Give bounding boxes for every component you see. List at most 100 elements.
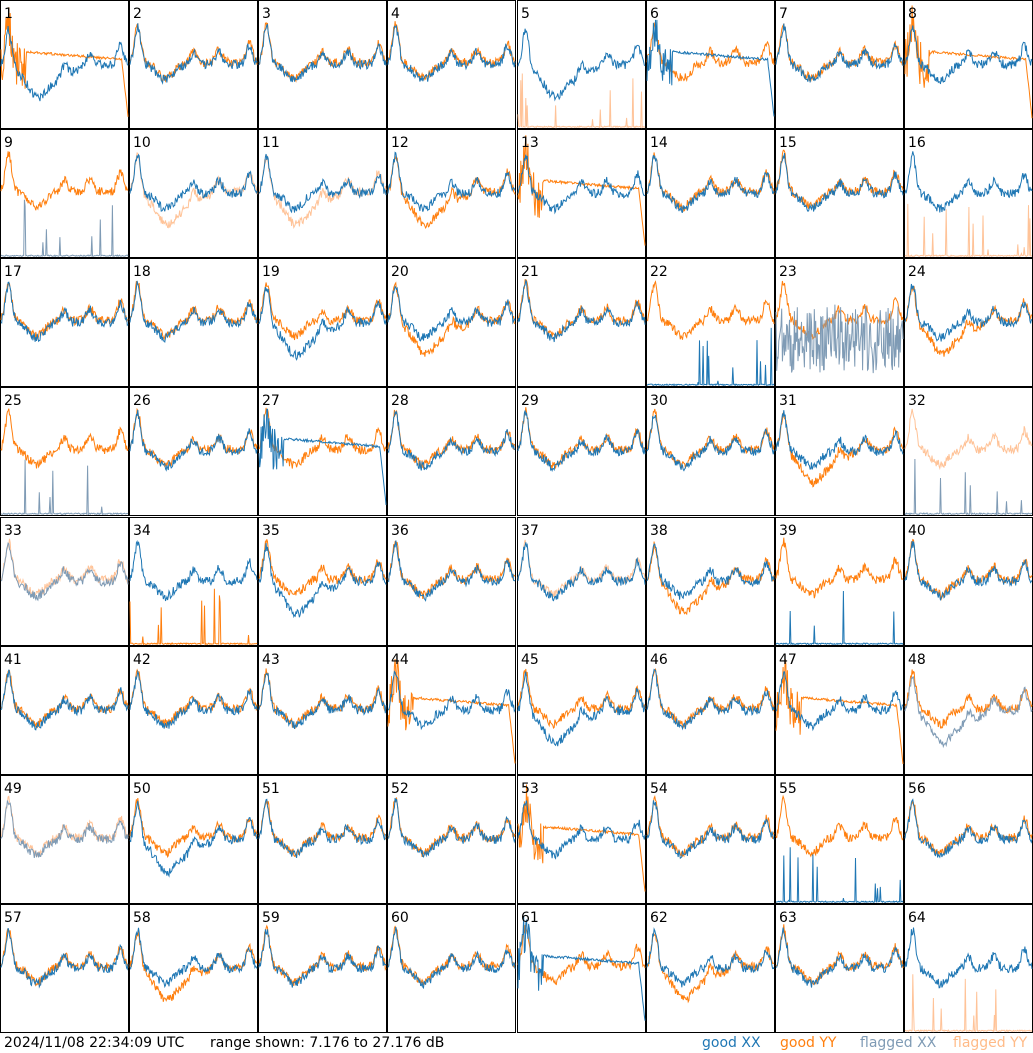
- panel-frame: [0, 129, 129, 258]
- panel-label: 1: [4, 6, 13, 22]
- series-xx: [258, 929, 387, 988]
- legend-good-yy: good YY: [780, 1035, 837, 1051]
- panel-frame: [258, 258, 387, 387]
- panel-56: 56: [904, 775, 1033, 904]
- panel-31: 31: [775, 387, 904, 516]
- panel-44: 44: [387, 646, 516, 775]
- series-xx: [517, 279, 646, 343]
- series-xx: [258, 408, 387, 505]
- series-xx: [387, 540, 516, 602]
- series-xx: [775, 23, 904, 83]
- series-xx: [775, 671, 904, 732]
- series-xx: [129, 669, 258, 729]
- panel-label: 8: [908, 6, 917, 22]
- panel-34: 34: [129, 517, 258, 646]
- panel-20: 20: [387, 258, 516, 387]
- series-xx: [646, 414, 775, 472]
- panel-53: 53: [517, 775, 646, 904]
- series-xx: [258, 153, 387, 214]
- panel-58: 58: [129, 904, 258, 1033]
- panel-52: 52: [387, 775, 516, 904]
- series-yy: [517, 135, 646, 246]
- panel-label: 61: [521, 910, 539, 926]
- panel-17: 17: [0, 258, 129, 387]
- series-yy: [0, 538, 129, 598]
- panel-label: 32: [908, 393, 926, 409]
- panel-label: 53: [521, 781, 539, 797]
- panel-label: 48: [908, 652, 926, 668]
- series-xx: [517, 154, 646, 215]
- panel-50: 50: [129, 775, 258, 904]
- panel-label: 22: [650, 264, 668, 280]
- series-xx: [0, 25, 129, 102]
- series-yy: [517, 784, 646, 892]
- panel-label: 29: [521, 393, 539, 409]
- panel-61: 61: [517, 904, 646, 1033]
- series-yy: [517, 668, 646, 729]
- panel-47: 47: [775, 646, 904, 775]
- panel-51: 51: [258, 775, 387, 904]
- panel-23: 23: [775, 258, 904, 387]
- legend-good-xx: good XX: [702, 1035, 761, 1051]
- panel-label: 44: [391, 652, 409, 668]
- panel-label: 57: [4, 910, 22, 926]
- panel-label: 15: [779, 135, 797, 151]
- series-xx: [904, 25, 1033, 85]
- panel-label: 16: [908, 135, 926, 151]
- panel-14: 14: [646, 129, 775, 258]
- panel-4: 4: [387, 0, 516, 129]
- series-xx: [646, 927, 775, 988]
- range-label: range shown: 7.176 to 27.176 dB: [210, 1035, 445, 1051]
- series-xx: [258, 798, 386, 859]
- series-yy: [904, 285, 1033, 357]
- panel-6: 6: [646, 0, 775, 129]
- series-xx: [775, 304, 904, 374]
- panel-label: 18: [133, 264, 151, 280]
- panel-18: 18: [129, 258, 258, 387]
- panel-64: 64: [904, 904, 1033, 1033]
- panel-label: 59: [262, 910, 280, 926]
- panel-label: 56: [908, 781, 926, 797]
- series-yy: [258, 407, 387, 469]
- series-xx: [129, 280, 258, 344]
- series-xx: [517, 671, 646, 747]
- panel-label: 25: [4, 393, 22, 409]
- panel-63: 63: [775, 904, 904, 1033]
- panel-frame: [904, 904, 1033, 1033]
- series-xx: [0, 459, 129, 516]
- panel-frame: [0, 904, 129, 1033]
- panel-5: 5: [517, 0, 646, 129]
- panel-25: 25: [0, 387, 129, 516]
- series-yy: [904, 5, 1033, 119]
- panel-27: 27: [258, 387, 387, 516]
- panel-label: 9: [4, 135, 13, 151]
- series-xx: [0, 927, 129, 989]
- series-yy: [517, 924, 646, 986]
- series-yy: [258, 282, 387, 341]
- panel-40: 40: [904, 517, 1033, 646]
- panel-label: 2: [133, 6, 142, 22]
- panel-38: 38: [646, 517, 775, 646]
- series-xx: [646, 327, 775, 387]
- series-xx: [775, 590, 904, 646]
- panel-22: 22: [646, 258, 775, 387]
- panel-label: 40: [908, 523, 926, 539]
- panel-label: 33: [4, 523, 22, 539]
- timestamp: 2024/11/08 22:34:09 UTC: [4, 1035, 185, 1051]
- panel-label: 52: [391, 781, 409, 797]
- series-xx: [387, 24, 516, 82]
- panel-43: 43: [258, 646, 387, 775]
- series-xx: [0, 800, 129, 858]
- panel-46: 46: [646, 646, 775, 775]
- panel-36: 36: [387, 517, 516, 646]
- series-xx: [646, 668, 775, 731]
- series-xx: [129, 409, 258, 472]
- series-xx: [387, 151, 516, 212]
- panel-16: 16: [904, 129, 1033, 258]
- panel-29: 29: [517, 387, 646, 516]
- panel-10: 10: [129, 129, 258, 258]
- panel-label: 41: [4, 652, 22, 668]
- panel-label: 26: [133, 393, 151, 409]
- series-xx: [129, 153, 258, 212]
